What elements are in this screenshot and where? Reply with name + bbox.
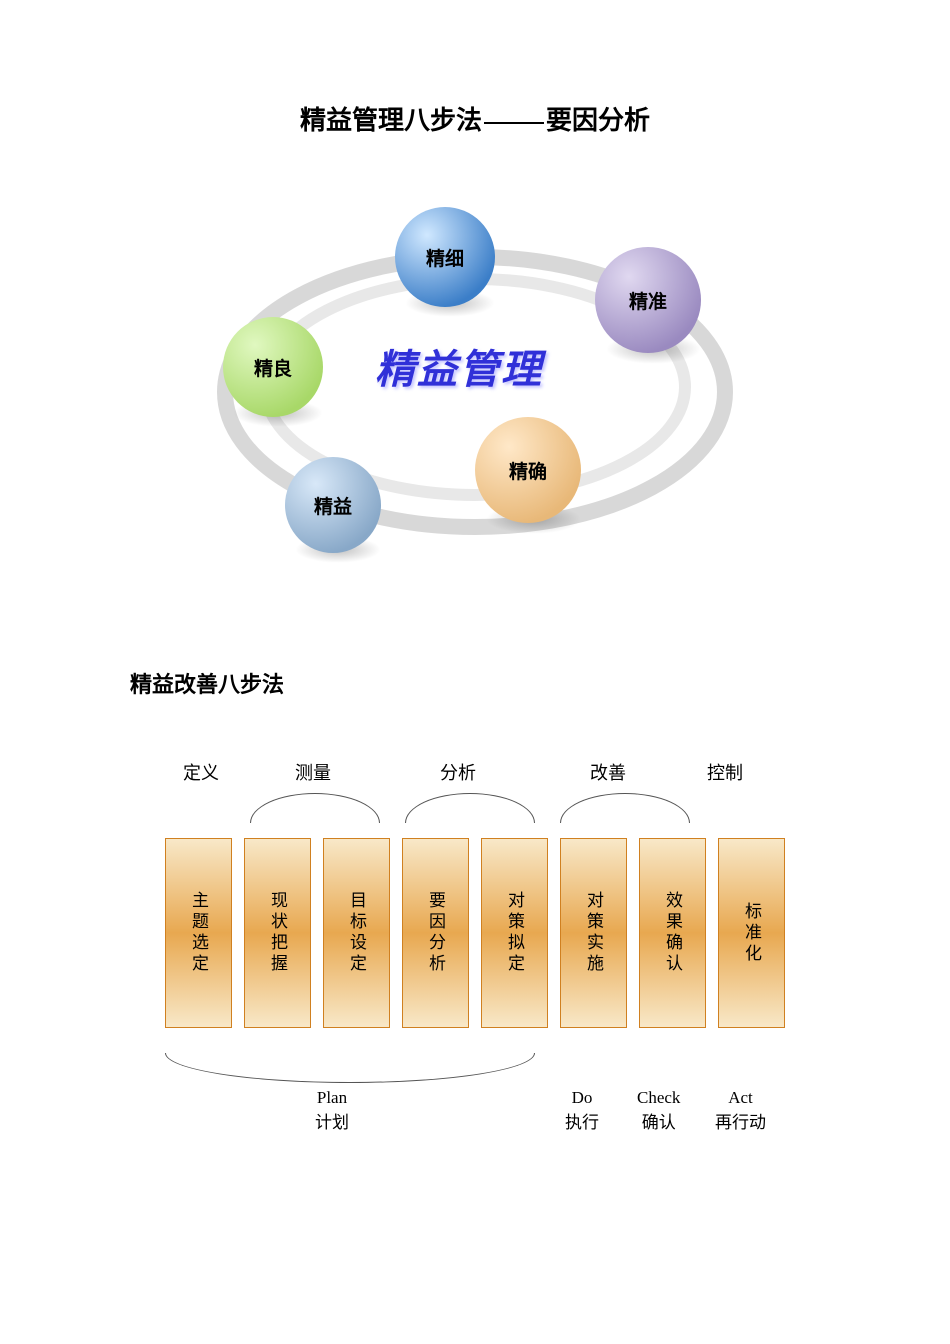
step-box: 主题选定 [165, 838, 232, 1028]
orbit-sphere: 精细 [395, 207, 495, 307]
bottom-label-cn: 执行 [565, 1108, 599, 1133]
bottom-label-cn: 确认 [637, 1108, 680, 1133]
phase-label: 改善 [590, 759, 626, 785]
step-box: 标准化 [718, 838, 785, 1028]
title-part2: 要因分析 [546, 106, 650, 135]
step-box: 现状把握 [244, 838, 311, 1028]
bottom-arc-row [165, 1053, 785, 1083]
top-arc [250, 793, 380, 823]
orbit-sphere: 精良 [223, 317, 323, 417]
bottom-label-en: Check [637, 1088, 680, 1108]
main-title: 精益管理八步法 要因分析 [130, 100, 820, 137]
bottom-label: Act再行动 [715, 1088, 766, 1133]
step-box: 目标设定 [323, 838, 390, 1028]
orbit-sphere: 精准 [595, 247, 701, 353]
top-arc [405, 793, 535, 823]
phase-label: 控制 [707, 759, 743, 785]
bottom-label-cn: 计划 [315, 1108, 349, 1133]
phase-label: 测量 [295, 759, 331, 785]
bottom-label-en: Do [565, 1088, 599, 1108]
bottom-label-cn: 再行动 [715, 1108, 766, 1133]
bottom-label: Do执行 [565, 1088, 599, 1133]
orbit-sphere: 精益 [285, 457, 381, 553]
phase-label: 分析 [440, 759, 476, 785]
top-arcs-row [165, 793, 785, 823]
title-part1: 精益管理八步法 [300, 106, 482, 135]
steps-diagram: 定义 测量 分析 改善 控制 主题选定现状把握目标设定要因分析对策拟定对策实施效果确认标… [165, 759, 785, 1138]
step-box: 对策实施 [560, 838, 627, 1028]
bottom-label: Check确认 [637, 1088, 680, 1133]
bottom-arc [165, 1053, 535, 1083]
step-box: 要因分析 [402, 838, 469, 1028]
bottom-label: Plan计划 [315, 1088, 349, 1133]
bottom-labels-row: Plan计划 Do执行 Check确认 Act再行动 [165, 1088, 785, 1138]
orbit-sphere: 精确 [475, 417, 581, 523]
section2-title: 精益改善八步法 [130, 667, 820, 699]
step-box: 效果确认 [639, 838, 706, 1028]
steps-row: 主题选定现状把握目标设定要因分析对策拟定对策实施效果确认标准化 [165, 838, 785, 1028]
top-arc [560, 793, 690, 823]
top-phases-row: 定义 测量 分析 改善 控制 [165, 759, 785, 783]
bottom-label-en: Plan [315, 1088, 349, 1108]
step-box: 对策拟定 [481, 838, 548, 1028]
bottom-label-en: Act [715, 1088, 766, 1108]
orbit-diagram: 精益管理 精细精准精确精益 精良 [195, 207, 755, 567]
phase-label: 定义 [183, 759, 219, 785]
orbit-center-text: 精益管理 [375, 337, 543, 395]
